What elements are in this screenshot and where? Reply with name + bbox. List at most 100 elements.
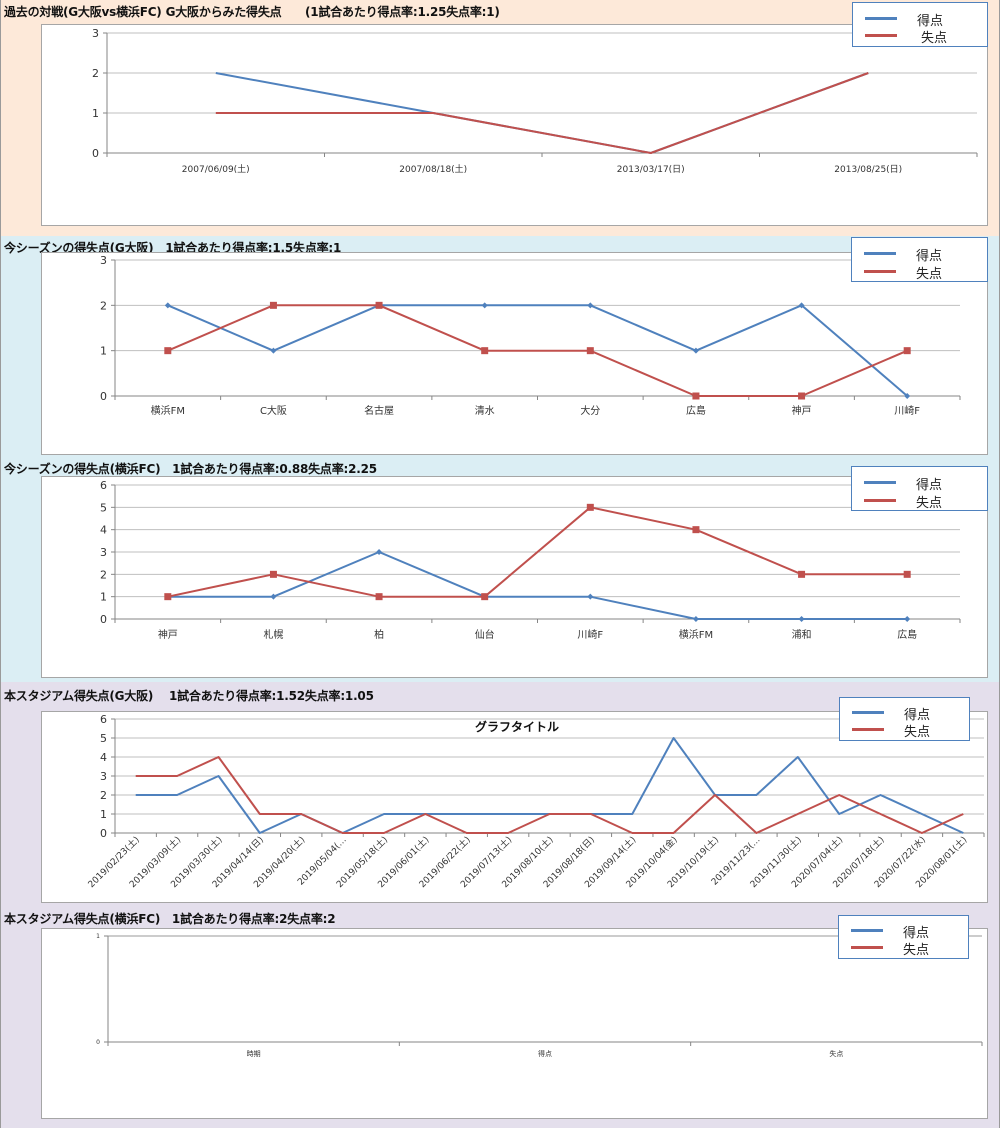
chart-2-x-tick-label: 川崎F [894, 404, 920, 417]
legend-label-concede: 失点 [916, 267, 943, 282]
chart-3-point-score [904, 616, 911, 622]
legend-label-score: 得点 [916, 478, 943, 493]
chart-3-point-score [587, 593, 594, 600]
chart-3-y-tick-label: 2 [100, 568, 107, 581]
chart-2-point-concede [164, 347, 172, 355]
chart-3-point-concede [903, 570, 911, 578]
chart-2-point-score [904, 393, 911, 399]
chart-1-x-tick-label: 2007/08/18(土) [399, 163, 467, 175]
legend-swatch-score [851, 929, 883, 932]
chart-4-series-line-score [135, 737, 964, 834]
legend-swatch-score [864, 252, 896, 255]
legend-swatch-score [852, 711, 884, 714]
chart-3-point-concede [375, 593, 383, 601]
chart-3-y-tick-label: 3 [100, 546, 107, 559]
chart-2-point-concede [269, 301, 277, 309]
legend-item-score: 得点 [851, 922, 961, 941]
chart-2-x-tick-label: 広島 [686, 404, 706, 417]
legend-item-concede: 失点 [865, 27, 975, 46]
legend-label-score: 得点 [904, 708, 931, 723]
legend-label-concede: 失点 [916, 496, 943, 511]
chart-3-x-tick-label: 札幌 [263, 628, 283, 641]
chart-5-y-tick-label: 1 [96, 933, 100, 940]
chart-2-point-concede [798, 392, 806, 400]
chart-1-y-tick-label: 0 [92, 147, 99, 160]
legend-item-concede: 失点 [864, 263, 974, 282]
chart-2-area [41, 252, 988, 455]
chart-2-legend: 得点 失点 [851, 237, 988, 282]
chart-4-y-tick-label: 5 [100, 732, 107, 745]
chart-3-point-score [270, 593, 277, 600]
chart-3-x-tick-label: 柏 [374, 628, 384, 641]
chart-3-point-concede [586, 503, 594, 511]
chart-3-x-tick-label: 川崎F [577, 628, 603, 641]
chart-3-y-tick-label: 0 [100, 613, 107, 626]
chart-3-y-tick-label: 4 [100, 524, 107, 537]
legend-item-score: 得点 [852, 704, 962, 723]
legend-item-concede: 失点 [851, 939, 961, 958]
legend-item-score: 得点 [864, 245, 974, 264]
chart-2-y-tick-label: 2 [100, 299, 107, 312]
chart-2-point-concede [586, 347, 594, 355]
chart-2-series-line-score [167, 304, 908, 397]
chart-3-x-tick-label: 浦和 [792, 628, 812, 641]
chart-2-x-tick-label: C大阪 [260, 404, 287, 417]
chart-2-series-line-concede [167, 304, 908, 397]
chart-2-point-score [692, 347, 699, 354]
legend-item-concede: 失点 [864, 492, 974, 511]
chart-2-point-score [587, 302, 594, 309]
chart-1-x-tick-label: 2013/03/17(日) [617, 164, 685, 175]
chart-4-title: 本スタジアム得失点(G大阪) 1試合あたり得点率:1.52失点率:1.05 [4, 689, 374, 703]
legend-swatch-score [865, 17, 897, 20]
legend-label-concede: 失点 [903, 943, 930, 958]
chart-3-y-tick-label: 6 [100, 479, 107, 492]
legend-label-score: 得点 [903, 926, 930, 941]
chart-3-title: 今シーズンの得失点(横浜FC) 1試合あたり得点率:0.88失点率:2.25 [4, 462, 377, 476]
chart-2-x-tick-label: 神戸 [792, 404, 812, 417]
chart-4-y-tick-label: 6 [100, 713, 107, 726]
chart-1-area [41, 24, 988, 226]
chart-3-series-line-concede [167, 506, 908, 598]
chart-2-point-concede [481, 347, 489, 355]
legend-swatch-concede [851, 946, 883, 949]
chart-3-series-line-score [167, 551, 908, 620]
chart-2-point-concede [375, 301, 383, 309]
legend-item-score: 得点 [864, 474, 974, 493]
legend-swatch-concede [864, 499, 896, 502]
chart-3-y-tick-label: 5 [100, 501, 107, 514]
chart-5-area [41, 928, 988, 1119]
chart-2-point-concede [692, 392, 700, 400]
chart-5-x-tick-label: 得点 [538, 1049, 552, 1058]
chart-3-point-score [798, 616, 805, 622]
legend-swatch-concede [865, 34, 897, 37]
chart-4-y-tick-label: 2 [100, 789, 107, 802]
chart-3-point-concede [269, 570, 277, 578]
chart-2-y-tick-label: 1 [100, 345, 107, 358]
chart-5-y-tick-label: 0 [96, 1039, 100, 1046]
legend-label-concede: 失点 [904, 725, 931, 740]
chart-1-legend: 得点 失点 [852, 2, 988, 47]
legend-swatch-concede [864, 270, 896, 273]
chart-3-x-tick-label: 神戸 [158, 628, 178, 641]
chart-3-point-concede [798, 570, 806, 578]
chart-3-point-score [692, 616, 699, 622]
chart-4-area [41, 711, 988, 903]
chart-3-y-tick-label: 1 [100, 591, 107, 604]
legend-swatch-score [864, 481, 896, 484]
chart-4-y-tick-label: 3 [100, 770, 107, 783]
chart-3-x-tick-label: 横浜FM [679, 628, 713, 641]
chart-2-point-concede [903, 347, 911, 355]
chart-2-x-tick-label: 清水 [475, 404, 495, 417]
legend-label-score: 得点 [916, 249, 943, 264]
legend-item-score: 得点 [865, 10, 975, 29]
chart-2-point-score [798, 302, 805, 309]
chart-5-x-tick-label: 時期 [247, 1050, 261, 1058]
chart-3-legend: 得点 失点 [851, 466, 988, 511]
legend-swatch-concede [852, 728, 884, 731]
legend-label-score: 得点 [917, 14, 944, 29]
chart-2-y-tick-label: 0 [100, 390, 107, 403]
chart-3-point-score [376, 549, 383, 555]
chart-1-x-tick-label: 2013/08/25(日) [834, 164, 902, 175]
chart-1-y-tick-label: 2 [92, 67, 99, 80]
